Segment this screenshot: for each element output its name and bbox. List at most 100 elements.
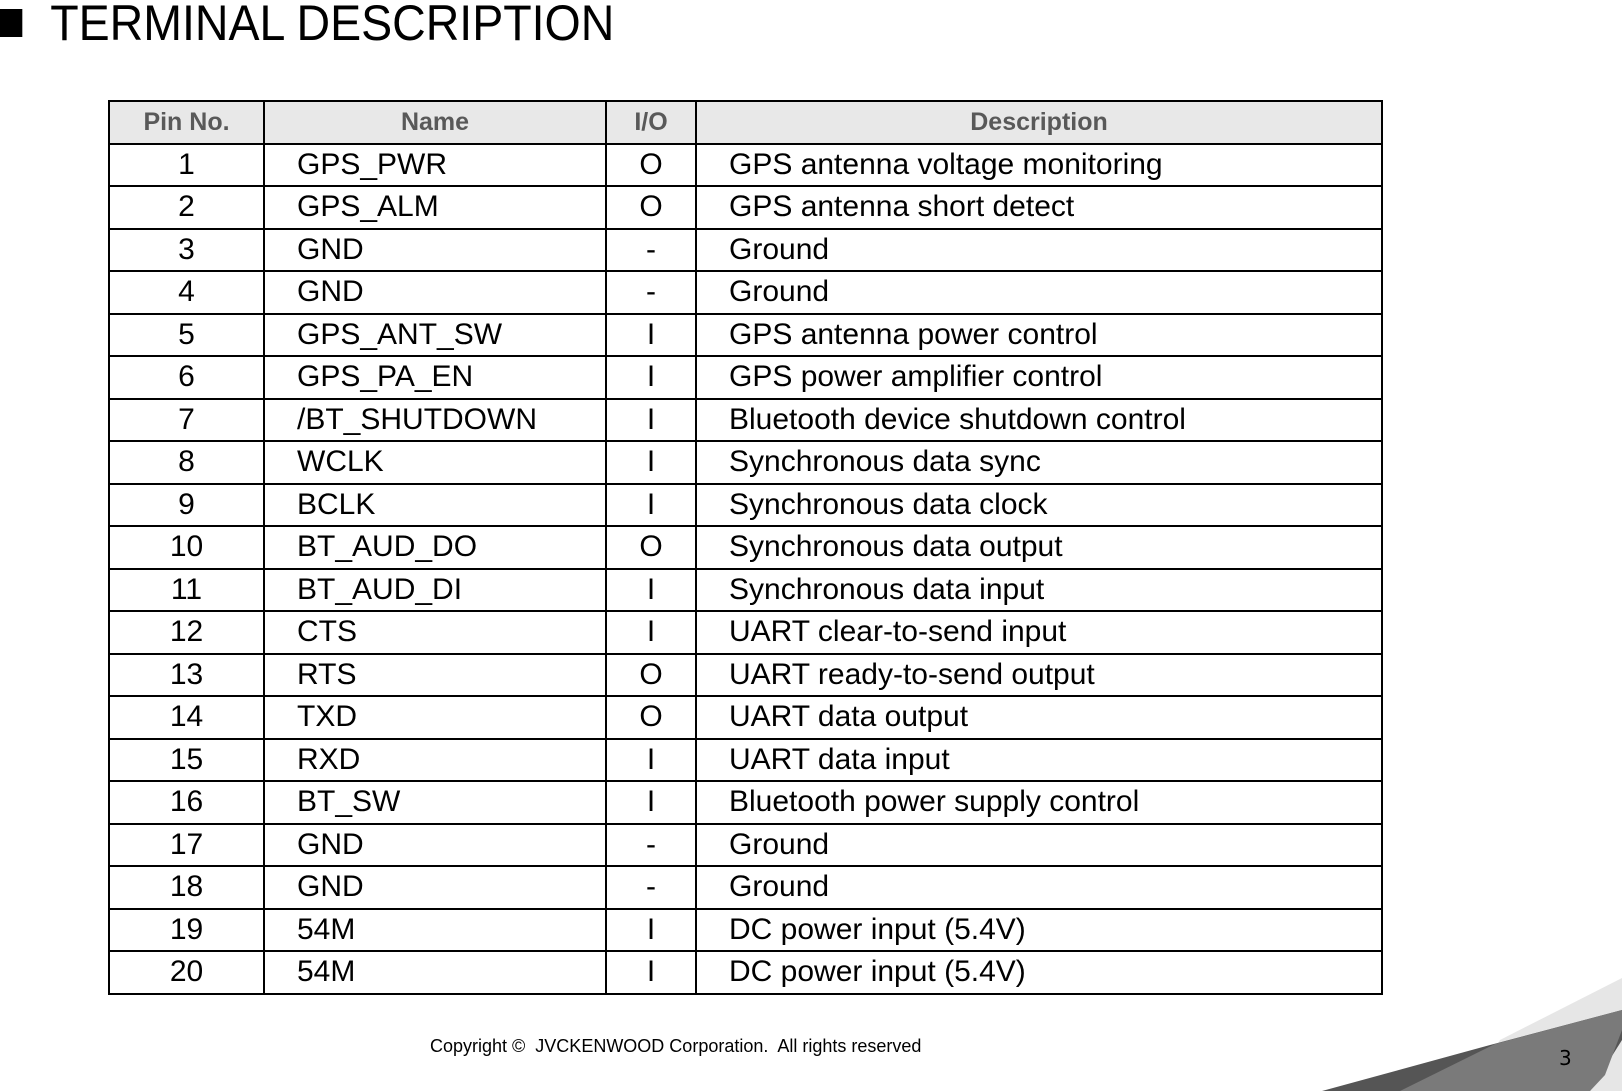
pin-cell: 18	[108, 865, 265, 910]
description-cell: DC power input (5.4V)	[695, 950, 1383, 995]
name-cell: GND	[263, 227, 607, 272]
io-cell: I	[605, 397, 697, 442]
description-cell: DC power input (5.4V)	[695, 907, 1383, 952]
pin-cell: 19	[108, 907, 265, 952]
pin-cell: 8	[108, 440, 265, 485]
description-cell: Ground	[695, 270, 1383, 315]
table-row: 8 WCLK I Synchronous data sync	[108, 440, 1383, 485]
description-cell: UART ready-to-send output	[695, 652, 1383, 697]
description-cell: GPS antenna short detect	[695, 185, 1383, 230]
table-header-row: Pin No. Name I/O Description	[108, 100, 1383, 145]
pin-cell: 10	[108, 525, 265, 570]
description-cell: Ground	[695, 865, 1383, 910]
table-row: 20 54M I DC power input (5.4V)	[108, 950, 1383, 995]
header-io: I/O	[605, 100, 697, 145]
pin-cell: 17	[108, 822, 265, 867]
name-cell: GPS_ANT_SW	[263, 312, 607, 357]
table-row: 3 GND - Ground	[108, 227, 1383, 272]
description-cell: Ground	[695, 822, 1383, 867]
pin-cell: 5	[108, 312, 265, 357]
pin-cell: 2	[108, 185, 265, 230]
table-row: 17 GND - Ground	[108, 822, 1383, 867]
name-cell: RXD	[263, 737, 607, 782]
table-row: 14 TXD O UART data output	[108, 695, 1383, 740]
name-cell: RTS	[263, 652, 607, 697]
description-cell: Synchronous data sync	[695, 440, 1383, 485]
pin-cell: 20	[108, 950, 265, 995]
page-number: 3	[1559, 1046, 1572, 1070]
name-cell: WCLK	[263, 440, 607, 485]
name-cell: GPS_PWR	[263, 142, 607, 187]
pin-cell: 16	[108, 780, 265, 825]
pin-cell: 6	[108, 355, 265, 400]
bullet-square-icon	[0, 8, 23, 37]
table-row: 10 BT_AUD_DO O Synchronous data output	[108, 525, 1383, 570]
name-cell: BCLK	[263, 482, 607, 527]
io-cell: -	[605, 865, 697, 910]
io-cell: I	[605, 610, 697, 655]
io-cell: -	[605, 227, 697, 272]
name-cell: GND	[263, 270, 607, 315]
terminal-table: Pin No. Name I/O Description 1 GPS_PWR O GP…	[108, 100, 1383, 995]
description-cell: Bluetooth power supply control	[695, 780, 1383, 825]
header-name: Name	[263, 100, 607, 145]
pin-cell: 9	[108, 482, 265, 527]
name-cell: /BT_SHUTDOWN	[263, 397, 607, 442]
name-cell: 54M	[263, 907, 607, 952]
pin-cell: 12	[108, 610, 265, 655]
io-cell: O	[605, 185, 697, 230]
io-cell: I	[605, 355, 697, 400]
table-row: 6 GPS_PA_EN I GPS power amplifier control	[108, 355, 1383, 400]
io-cell: I	[605, 907, 697, 952]
page-title: TERMINAL DESCRIPTION	[0, 0, 614, 52]
table-row: 1 GPS_PWR O GPS antenna voltage monitoring	[108, 142, 1383, 187]
table-row: 2 GPS_ALM O GPS antenna short detect	[108, 185, 1383, 230]
name-cell: BT_SW	[263, 780, 607, 825]
pin-cell: 15	[108, 737, 265, 782]
table-row: 18 GND - Ground	[108, 865, 1383, 910]
header-pin: Pin No.	[108, 100, 265, 145]
pin-cell: 14	[108, 695, 265, 740]
description-cell: UART clear-to-send input	[695, 610, 1383, 655]
io-cell: I	[605, 737, 697, 782]
name-cell: TXD	[263, 695, 607, 740]
table-row: 4 GND - Ground	[108, 270, 1383, 315]
io-cell: -	[605, 822, 697, 867]
description-cell: UART data output	[695, 695, 1383, 740]
description-cell: Synchronous data clock	[695, 482, 1383, 527]
table-row: 12 CTS I UART clear-to-send input	[108, 610, 1383, 655]
name-cell: GPS_PA_EN	[263, 355, 607, 400]
table-row: 15 RXD I UART data input	[108, 737, 1383, 782]
pin-cell: 11	[108, 567, 265, 612]
io-cell: I	[605, 440, 697, 485]
pin-cell: 1	[108, 142, 265, 187]
description-cell: GPS antenna power control	[695, 312, 1383, 357]
pin-cell: 13	[108, 652, 265, 697]
pin-cell: 4	[108, 270, 265, 315]
table-row: 13 RTS O UART ready-to-send output	[108, 652, 1383, 697]
io-cell: I	[605, 312, 697, 357]
io-cell: O	[605, 695, 697, 740]
description-cell: UART data input	[695, 737, 1383, 782]
name-cell: GND	[263, 865, 607, 910]
io-cell: I	[605, 567, 697, 612]
name-cell: GPS_ALM	[263, 185, 607, 230]
pin-cell: 7	[108, 397, 265, 442]
io-cell: I	[605, 780, 697, 825]
io-cell: I	[605, 950, 697, 995]
table-row: 9 BCLK I Synchronous data clock	[108, 482, 1383, 527]
description-cell: GPS antenna voltage monitoring	[695, 142, 1383, 187]
description-cell: GPS power amplifier control	[695, 355, 1383, 400]
io-cell: O	[605, 652, 697, 697]
table-row: 16 BT_SW I Bluetooth power supply control	[108, 780, 1383, 825]
table-row: 19 54M I DC power input (5.4V)	[108, 907, 1383, 952]
copyright: Copyright © JVCKENWOOD Corporation. All …	[430, 1036, 922, 1056]
description-cell: Synchronous data input	[695, 567, 1383, 612]
pin-cell: 3	[108, 227, 265, 272]
io-cell: O	[605, 142, 697, 187]
name-cell: CTS	[263, 610, 607, 655]
name-cell: GND	[263, 822, 607, 867]
table-row: 11 BT_AUD_DI I Synchronous data input	[108, 567, 1383, 612]
description-cell: Bluetooth device shutdown control	[695, 397, 1383, 442]
